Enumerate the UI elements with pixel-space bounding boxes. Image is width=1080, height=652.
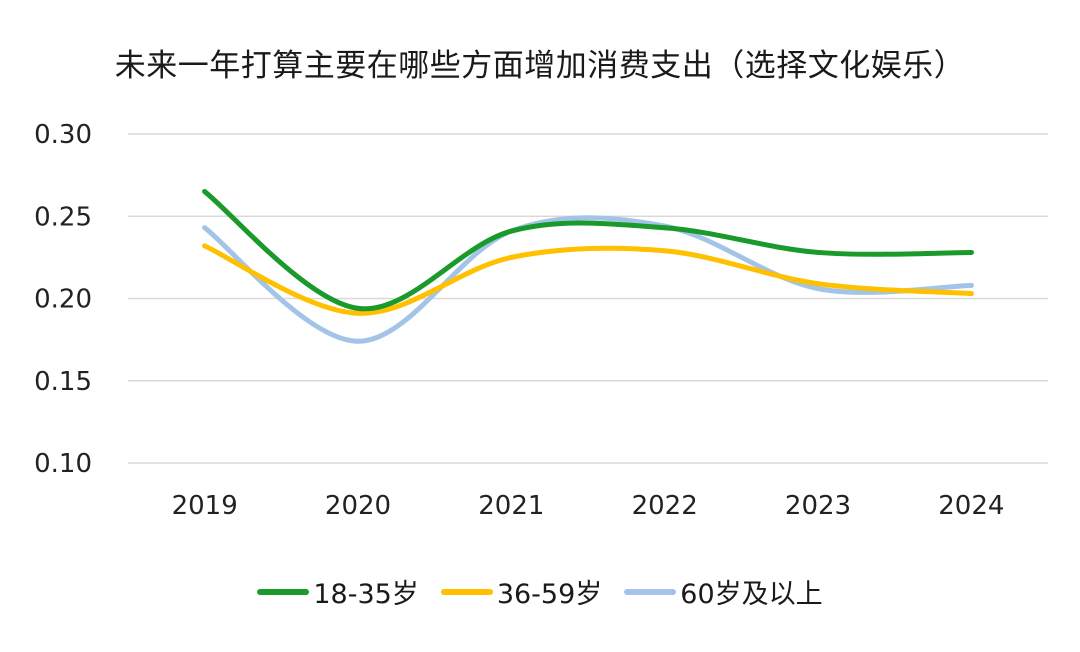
legend-swatch-36-59 — [440, 588, 493, 595]
chart-title: 未来一年打算主要在哪些方面增加消费支出（选择文化娱乐） — [114, 48, 966, 84]
data-point — [968, 249, 974, 255]
y-tick-label: 0.10 — [34, 449, 92, 479]
data-point — [815, 281, 821, 287]
x-axis-ticks: 2019 2020 2021 2022 2023 2024 — [172, 491, 1005, 521]
legend-item-36-59: 36-59岁 — [440, 572, 603, 611]
data-point — [662, 248, 668, 254]
data-point — [815, 249, 821, 255]
y-tick-label: 0.25 — [34, 202, 92, 232]
data-point — [355, 310, 361, 316]
series-line-36-59 — [202, 243, 974, 316]
legend: 18-35岁 36-59岁 60岁及以上 — [0, 572, 1080, 611]
data-point — [662, 225, 668, 231]
x-tick-label: 2024 — [938, 491, 1004, 521]
x-tick-label: 2022 — [632, 491, 698, 521]
legend-label-18-35: 18-35岁 — [313, 579, 419, 610]
gridlines — [128, 133, 1048, 464]
y-tick-label: 0.15 — [34, 367, 92, 397]
series-lines — [202, 189, 974, 344]
legend-item-18-35: 18-35岁 — [257, 572, 419, 611]
legend-swatch-18-35 — [257, 588, 310, 595]
data-point — [815, 286, 821, 292]
x-tick-label: 2023 — [785, 491, 851, 521]
data-point — [202, 189, 208, 195]
data-point — [202, 243, 208, 249]
legend-label-60-plus: 60岁及以上 — [680, 579, 823, 610]
x-tick-label: 2019 — [172, 491, 238, 521]
data-point — [355, 305, 361, 311]
y-tick-label: 0.30 — [34, 120, 92, 150]
series-line-18-35 — [202, 189, 974, 312]
legend-label-36-59: 36-59岁 — [496, 579, 603, 610]
x-tick-label: 2021 — [478, 491, 544, 521]
data-point — [968, 282, 974, 288]
data-point — [202, 225, 208, 231]
data-point — [355, 338, 361, 344]
x-tick-label: 2020 — [325, 491, 391, 521]
data-point — [508, 228, 514, 234]
data-point — [968, 291, 974, 297]
y-axis-ticks: 0.10 0.15 0.20 0.25 0.30 — [34, 120, 92, 479]
data-point — [508, 254, 514, 260]
y-tick-label: 0.20 — [34, 285, 92, 315]
series-line-60-plus — [202, 215, 974, 344]
legend-swatch-60-plus — [624, 588, 677, 595]
legend-item-60-plus: 60岁及以上 — [624, 572, 823, 611]
